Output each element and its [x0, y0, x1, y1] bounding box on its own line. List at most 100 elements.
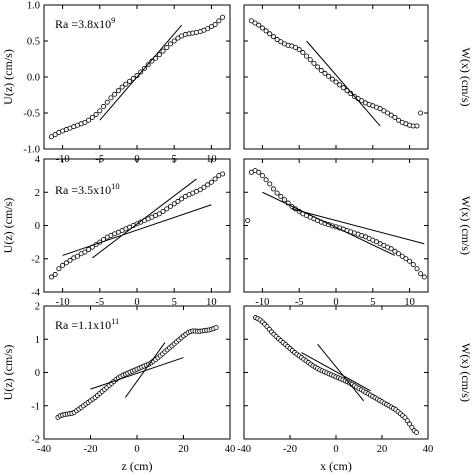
- data-series-circles: [55, 325, 219, 420]
- x-tick-label: 20: [377, 444, 388, 455]
- x-axis-label: z (cm): [122, 459, 153, 473]
- data-series-circles: [252, 315, 419, 435]
- fit-line: [262, 191, 396, 256]
- panel-top-right: W(x) (cm/s): [243, 4, 473, 150]
- y-tick-label: -2: [31, 435, 40, 446]
- rayleigh-number-label: Ra =3.5x1010: [55, 181, 120, 197]
- data-point: [86, 117, 92, 123]
- data-point: [212, 176, 218, 182]
- y-axis-label: U(z) (cm/s): [1, 345, 15, 401]
- data-point: [213, 325, 219, 331]
- x-axis-label: x (cm): [320, 459, 352, 473]
- fit-line: [92, 178, 197, 259]
- rayleigh-exponent: 9: [111, 15, 115, 25]
- rayleigh-base: Ra =3.5x10: [55, 183, 111, 197]
- data-point: [329, 76, 335, 82]
- fit-line: [90, 357, 184, 390]
- y-tick-label: -2: [31, 254, 40, 265]
- data-point: [127, 78, 133, 84]
- data-point: [56, 266, 62, 272]
- data-series-circles: [245, 168, 427, 280]
- data-point: [300, 50, 306, 56]
- y-tick-label: 0.0: [27, 73, 40, 84]
- data-series-circles: [248, 18, 424, 129]
- fit-line: [291, 208, 425, 245]
- data-point: [278, 39, 284, 45]
- panel-bottom-right: -40 -20 0 20 40 W(x) (cm/s) x (cm): [237, 305, 473, 473]
- data-point: [112, 91, 118, 97]
- x-tick-label: 20: [178, 444, 189, 455]
- data-point: [418, 271, 424, 277]
- data-point: [421, 274, 427, 280]
- x-tick-label: 10: [404, 297, 415, 308]
- data-point: [115, 88, 121, 94]
- x-tick-label: -10: [255, 297, 269, 308]
- x-tick-label: -40: [237, 444, 251, 455]
- data-point: [52, 272, 58, 278]
- panel-bottom-left: -40 -20 0 20 40 -2 -1 0 1 2 U(z) (cm/s) z (cm) Ra =1…: [1, 302, 235, 474]
- rayleigh-number-label: Ra =1.1x1011: [55, 316, 119, 332]
- data-point: [82, 119, 88, 125]
- x-tick-label: 0: [134, 444, 139, 455]
- data-point: [67, 257, 73, 263]
- data-point: [164, 44, 170, 50]
- rayleigh-base: Ra =3.8x10: [55, 17, 111, 31]
- x-tick-label: 40: [423, 444, 434, 455]
- data-point: [201, 184, 207, 190]
- data-point: [167, 203, 173, 209]
- data-point: [208, 179, 214, 185]
- data-point: [318, 68, 324, 74]
- data-point: [278, 193, 284, 199]
- x-tick-label: -10: [56, 297, 70, 308]
- data-point: [60, 262, 66, 268]
- data-point: [409, 424, 415, 430]
- data-point: [293, 44, 299, 50]
- x-tick-label: -20: [283, 444, 297, 455]
- x-tick-label: 5: [370, 297, 375, 308]
- data-point: [274, 190, 280, 196]
- data-point: [97, 108, 103, 114]
- data-point: [333, 79, 339, 85]
- data-point: [263, 177, 269, 183]
- y-axis-label: W(x) (cm/s): [459, 48, 473, 107]
- rayleigh-number-label: Ra =3.8x109: [55, 15, 115, 31]
- data-point: [270, 34, 276, 40]
- y-tick-label: -4: [31, 288, 40, 299]
- data-point: [48, 274, 54, 280]
- y-axis-label: U(z) (cm/s): [1, 198, 15, 254]
- y-tick-label: -1: [31, 401, 40, 412]
- data-point: [404, 418, 410, 424]
- data-point: [252, 20, 258, 26]
- x-tick-label: -40: [37, 444, 51, 455]
- data-point: [167, 41, 173, 47]
- x-tick-label: 10: [206, 297, 217, 308]
- x-tick-label: 5: [172, 297, 177, 308]
- data-point: [281, 197, 287, 203]
- fit-line: [301, 352, 371, 392]
- data-point: [267, 181, 273, 187]
- x-tick-label: -5: [95, 297, 104, 308]
- data-point: [413, 429, 419, 435]
- fit-line: [124, 342, 166, 398]
- data-point: [388, 112, 394, 118]
- rayleigh-exponent: 11: [111, 316, 119, 326]
- y-tick-label: 0: [35, 221, 40, 232]
- x-tick-label: -5: [295, 297, 304, 308]
- data-point: [414, 123, 420, 129]
- data-point: [175, 35, 181, 41]
- data-point: [74, 253, 80, 259]
- x-tick-label: 0: [333, 297, 338, 308]
- data-point: [220, 14, 226, 20]
- data-point: [156, 52, 162, 58]
- data-point: [259, 25, 265, 31]
- data-point: [119, 84, 125, 90]
- data-point: [82, 249, 88, 255]
- data-point: [407, 258, 413, 264]
- fit-line: [306, 40, 381, 127]
- data-point: [245, 218, 251, 224]
- data-point: [326, 73, 332, 79]
- data-point: [48, 134, 54, 140]
